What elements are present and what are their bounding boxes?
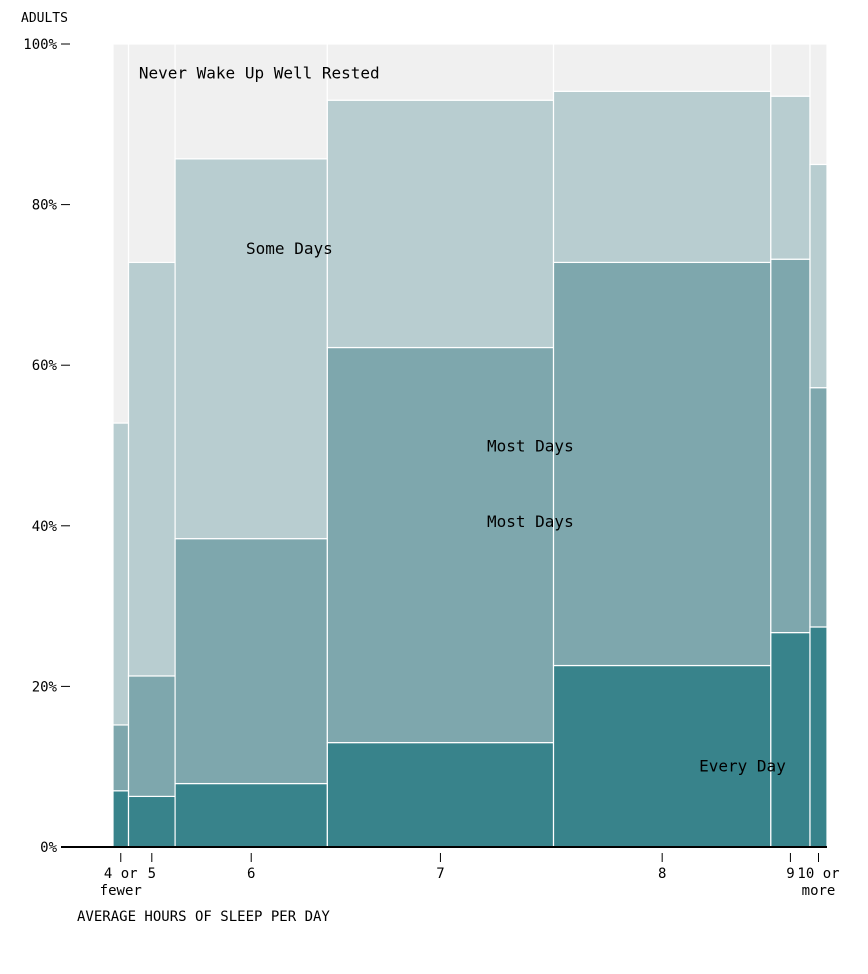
x-tick-label: 5 bbox=[148, 866, 156, 882]
bar-segment-8-most-days bbox=[552, 261, 772, 667]
x-tick-label: 10 or more bbox=[797, 866, 839, 899]
bar-segment-6-never-wake-up-well-rested bbox=[174, 43, 328, 160]
segment-label-some-days: Some Days bbox=[246, 239, 333, 258]
bar-segment-10-or-more-never-wake-up-well-rested bbox=[809, 43, 828, 166]
y-tick-label: 80% bbox=[32, 198, 58, 214]
y-tick-label: 100% bbox=[23, 37, 57, 53]
bar-segment-8-never-wake-up-well-rested bbox=[552, 43, 772, 92]
x-tick-label: 9 bbox=[786, 866, 794, 882]
bar-segment-7-every-day bbox=[326, 742, 555, 848]
segment-label-every-day: Every Day bbox=[699, 757, 786, 776]
segment-label-most-days: Most Days bbox=[487, 436, 574, 455]
bar-segment-8-some-days bbox=[552, 90, 772, 264]
x-tick-label: 8 bbox=[658, 866, 666, 882]
bar-segment-7-never-wake-up-well-rested bbox=[326, 43, 555, 101]
y-tick-label: 20% bbox=[32, 679, 58, 695]
bar-segment-7-some-days bbox=[326, 99, 555, 349]
bar-segment-10-or-more-some-days bbox=[809, 163, 828, 389]
bar-segment-6-every-day bbox=[174, 782, 328, 848]
bar-segment-9-some-days bbox=[770, 95, 811, 260]
bar-segment-10-or-more-most-days bbox=[809, 387, 828, 628]
bar-segment-5-never-wake-up-well-rested bbox=[127, 43, 176, 264]
bar-segment-4-or-fewer-most-days bbox=[112, 724, 130, 792]
y-tick-label: 60% bbox=[32, 358, 58, 374]
bar-segment-10-or-more-every-day bbox=[809, 626, 828, 848]
segment-label-most-days: Most Days bbox=[487, 512, 574, 531]
x-tick-label: 7 bbox=[436, 866, 444, 882]
bar-segment-4-or-fewer-every-day bbox=[112, 790, 130, 848]
segment-labels: Never Wake Up Well Rested Some Days Most D… bbox=[139, 64, 786, 776]
bar-segment-7-most-days bbox=[326, 346, 555, 744]
x-axis-title: AVERAGE HOURS OF SLEEP PER DAY bbox=[77, 909, 330, 925]
bar-segment-9-most-days bbox=[770, 258, 811, 634]
x-tick-label: 4 or fewer bbox=[100, 866, 142, 899]
x-tick-label: 6 bbox=[247, 866, 255, 882]
bar-segment-9-every-day bbox=[770, 631, 811, 848]
segment-label-never-wake-up-well-rested: Never Wake Up Well Rested bbox=[139, 64, 380, 83]
bar-segment-5-most-days bbox=[127, 675, 176, 798]
bar-segment-4-or-fewer-some-days bbox=[112, 422, 130, 726]
y-axis: 0% 20% 40% 60% 80% 100% bbox=[23, 37, 827, 856]
x-axis: 4 or fewer 5 6 7 8 9 10 or more bbox=[100, 853, 840, 899]
bar-segment-5-some-days bbox=[127, 261, 176, 677]
bar-segment-5-every-day bbox=[127, 795, 176, 848]
y-tick-label: 0% bbox=[40, 840, 57, 856]
bar-segment-6-most-days bbox=[174, 538, 328, 785]
y-axis-title: ADULTS bbox=[21, 11, 68, 26]
bar-segment-4-or-fewer-never-wake-up-well-rested bbox=[112, 43, 130, 424]
bars-layer bbox=[112, 43, 828, 848]
bar-segment-6-some-days bbox=[174, 158, 328, 540]
y-tick-label: 40% bbox=[32, 519, 58, 535]
bar-segment-9-never-wake-up-well-rested bbox=[770, 43, 811, 97]
